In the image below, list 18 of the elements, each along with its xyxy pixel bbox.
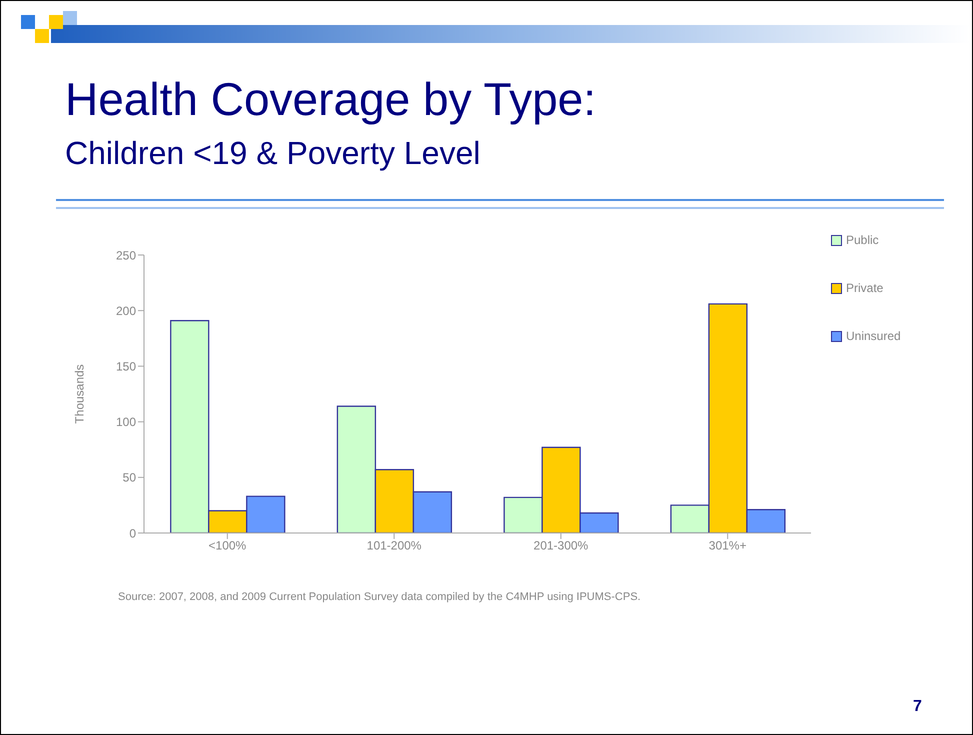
y-tick-label: 250 — [116, 248, 136, 262]
x-tick-label: 101-200% — [366, 538, 422, 553]
legend-label: Public — [846, 233, 879, 247]
source-note: Source: 2007, 2008, and 2009 Current Population Survey data compiled by the C4MHP using IPUMS-CPS. — [118, 591, 641, 603]
y-tick-label: 50 — [122, 470, 136, 485]
legend-label: Uninsured — [846, 329, 901, 343]
legend-label: Private — [846, 281, 884, 295]
y-tick-label: 200 — [116, 304, 136, 318]
chart-title: Health Coverage by Type: — [65, 73, 596, 125]
y-tick-label: 150 — [116, 359, 136, 374]
y-tick-label: 100 — [116, 415, 136, 430]
y-tick-label: 0 — [129, 526, 136, 540]
x-tick-label: 201-300% — [534, 538, 589, 553]
x-tick-label: <100% — [208, 538, 247, 553]
x-tick-label: 301%+ — [708, 538, 746, 553]
text: 7 — [913, 698, 922, 716]
y-axis-title: Thousands — [72, 364, 86, 424]
chart-subtitle: Children <19 & Poverty Level — [65, 134, 480, 173]
